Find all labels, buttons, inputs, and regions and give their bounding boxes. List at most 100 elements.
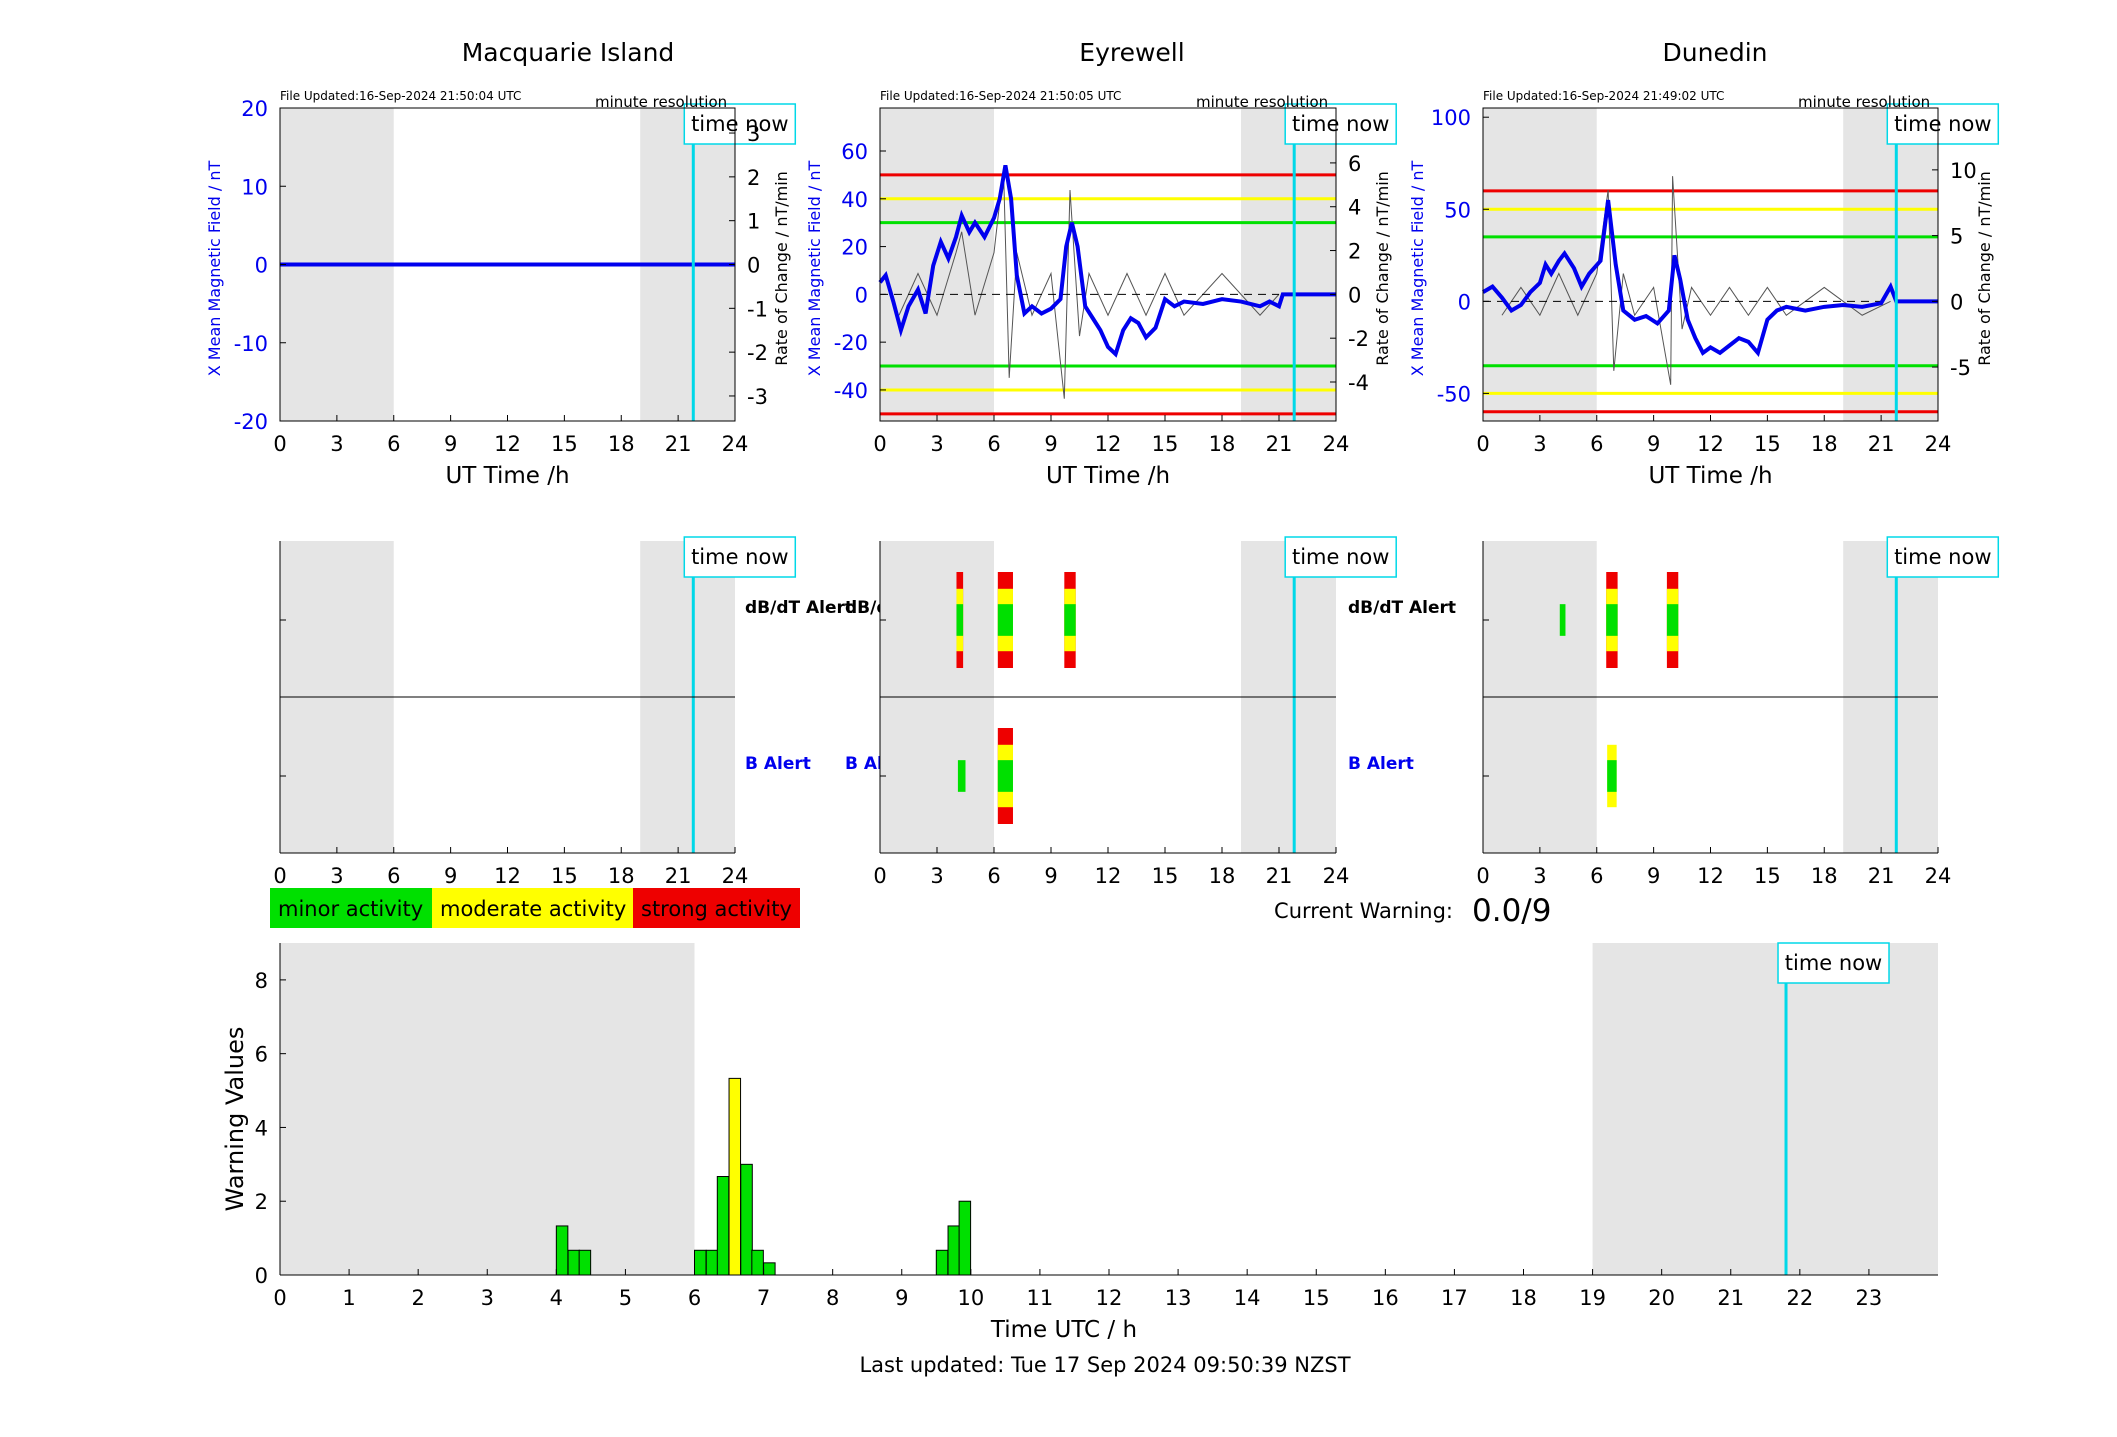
legend-swatch (633, 888, 800, 928)
x-tick-label: 21 (1266, 864, 1293, 888)
warning-bar (740, 1163, 753, 1276)
station-title-dunedin: Dunedin (1663, 38, 1768, 67)
x-tick-label: 24 (1925, 432, 1952, 456)
x-tick-label: 21 (1266, 432, 1293, 456)
x-tick-label: 15 (1152, 432, 1179, 456)
y2-tick-label: 0 (747, 254, 760, 278)
x-tick-label: 15 (1152, 864, 1179, 888)
station-titles: Macquarie Island Eyrewell Dunedin (462, 38, 1768, 67)
field-panel-1: time now File Updated:16-Sep-2024 21:50:0… (805, 89, 1397, 489)
current-warning-label: Current Warning: (1274, 899, 1453, 923)
x-field-series (1481, 199, 1938, 357)
alert-minor-bar (956, 604, 964, 636)
night-shade (880, 108, 994, 421)
x-tick-label: 16 (1372, 1286, 1399, 1310)
y-tick-label: -50 (1437, 382, 1471, 406)
minute-resolution: minute resolution (595, 93, 727, 111)
warning-bar (751, 1249, 764, 1276)
x-tick-label: 21 (665, 864, 692, 888)
warning-bar (763, 1262, 776, 1276)
b-alert-label: B Alert (1348, 754, 1414, 774)
y-axis-label: Warning Values (221, 1027, 249, 1212)
y-tick-label: 50 (1444, 198, 1471, 222)
x-tick-label: 9 (1044, 864, 1057, 888)
x-tick-label: 18 (1209, 432, 1236, 456)
alert-panel-1: time now dB/dT Alert B Alert 0 3 6 9 12 15 18 21 24 (745, 536, 1397, 888)
x-tick-label: 12 (1096, 1286, 1123, 1310)
magnetic-field-panels: time now File Updated:16-Sep-2024 21:50:0… (205, 89, 2000, 489)
y2-tick-label: 6 (1348, 152, 1361, 176)
time-now-box (1886, 103, 2000, 145)
x-tick-label: 4 (550, 1286, 563, 1310)
y-tick-label: 60 (841, 140, 868, 164)
dbdt-alert-label: dB/dT Alert (1348, 598, 1456, 618)
y2-tick-label: 2 (1348, 240, 1361, 264)
time-now-box (1284, 103, 1397, 145)
y2-axis-label: Rate of Change / nT/min (1373, 171, 1392, 366)
x-tick-label: 24 (1323, 864, 1350, 888)
y2-tick-label: -3 (747, 385, 768, 409)
x-tick-label: 12 (1095, 432, 1122, 456)
x-axis-label: Time UTC / h (990, 1317, 1137, 1343)
b-alert-label: B Alert (745, 754, 811, 774)
alert-panels: time now dB/dT Alert B Alert 0 3 6 9 12 15 18 21 24… (273, 536, 2000, 888)
x-tick-label: 0 (1476, 432, 1489, 456)
station-title-macquarie: Macquarie Island (462, 38, 675, 67)
legend-swatch (432, 888, 633, 928)
y-tick-label: 20 (241, 97, 268, 121)
last-updated: Last updated: Tue 17 Sep 2024 09:50:39 N… (859, 1353, 1350, 1377)
y2-tick-label: -1 (747, 297, 768, 321)
x-tick-label: 18 (1811, 432, 1838, 456)
x-tick-label: 14 (1234, 1286, 1261, 1310)
x-tick-label: 0 (873, 864, 886, 888)
y-tick-label: 100 (1431, 106, 1471, 130)
alert-minor-bar (1606, 604, 1618, 636)
y-tick-label: 0 (255, 254, 268, 278)
time-now-label: time now (1785, 951, 1882, 975)
time-now-box (683, 536, 797, 578)
legend-item-moderate-activity: moderate activity (432, 888, 633, 928)
x-tick-label: 23 (1856, 1286, 1883, 1310)
x-tick-label: 6 (987, 432, 1000, 456)
y-tick-label: -20 (834, 331, 868, 355)
y2-tick-label: 2 (747, 166, 760, 190)
x-tick-label: 9 (1647, 432, 1660, 456)
x-tick-label: 8 (826, 1286, 839, 1310)
x-tick-label: 22 (1786, 1286, 1813, 1310)
x-tick-label: 15 (1303, 1286, 1330, 1310)
x-tick-label: 6 (1590, 432, 1603, 456)
time-now-box (1886, 536, 2000, 578)
alert-minor-bar (997, 760, 1013, 792)
x-tick-label: 17 (1441, 1286, 1468, 1310)
y2-tick-label: 1 (747, 210, 760, 234)
time-now-box (683, 103, 797, 145)
x-tick-label: 3 (330, 432, 343, 456)
alert-minor-bar (1666, 604, 1679, 636)
y-tick-label: 0 (1458, 290, 1471, 314)
x-tick-label: 0 (273, 432, 286, 456)
field-panel-0: time now File Updated:16-Sep-2024 21:50:0… (205, 89, 797, 489)
y2-tick-label: 5 (1950, 225, 1963, 249)
current-warning: Current Warning: 0.0/9 (1274, 893, 1551, 929)
x-tick-label: 6 (688, 1286, 701, 1310)
x-tick-label: 6 (987, 864, 1000, 888)
y-tick-label: 20 (841, 236, 868, 260)
y-axis-label: X Mean Magnetic Field / nT (805, 161, 824, 377)
time-now-label: time now (1894, 112, 1991, 136)
x-tick-label: 20 (1648, 1286, 1675, 1310)
night-shade (1843, 108, 1938, 421)
time-now-label: time now (1894, 545, 1991, 569)
x-tick-label: 0 (273, 1286, 286, 1310)
x-tick-label: 18 (608, 864, 635, 888)
y-tick-label: -40 (834, 379, 868, 403)
rate-of-change-line (898, 169, 1280, 399)
warning-bar (705, 1249, 719, 1276)
minute-resolution: minute resolution (1798, 93, 1930, 111)
x-tick-label: 0 (873, 432, 886, 456)
alert-minor-bar (1559, 604, 1566, 636)
time-now-box (1284, 536, 1397, 578)
x-field-series (878, 165, 1336, 358)
legend-swatch (270, 888, 432, 928)
